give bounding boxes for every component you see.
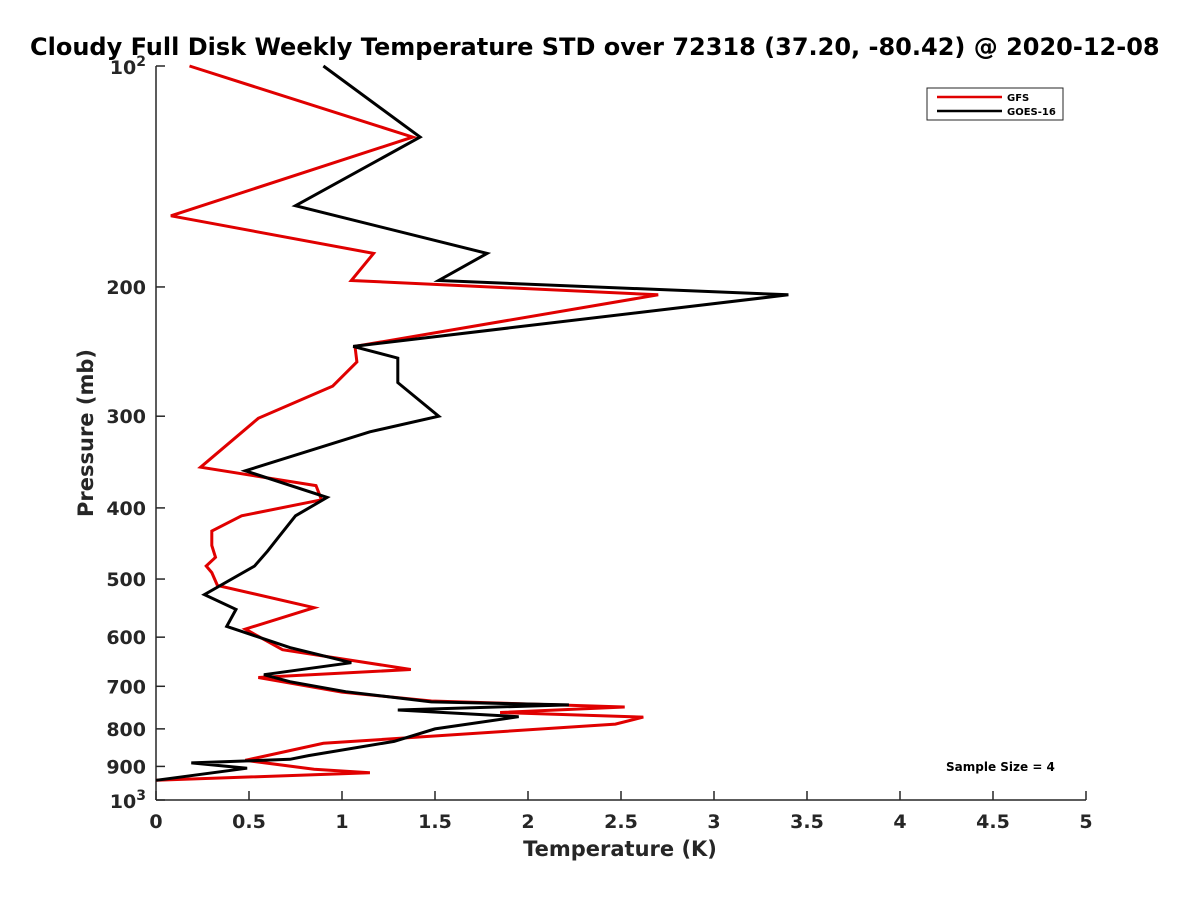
y-tick-label: 200 (106, 277, 146, 299)
data-series (155, 64, 789, 782)
series-line-goes16 (155, 64, 789, 782)
legend-label-gfs: GFS (1007, 93, 1029, 104)
legend-label-goes16: GOES-16 (1007, 107, 1056, 118)
legend: GFS GOES-16 (926, 87, 1064, 121)
x-tick-label: 4.5 (976, 811, 1010, 833)
sample-size-annotation: Sample Size = 4 (946, 760, 1055, 774)
x-tick-label: 5 (1079, 811, 1092, 833)
x-tick-label: 3.5 (790, 811, 824, 833)
x-axis-ticks: 0 0.5 1 1.5 2 2.5 3 3.5 4 4.5 5 (149, 791, 1093, 833)
x-tick-label: 2.5 (604, 811, 638, 833)
series-line-gfs (155, 64, 659, 782)
y-tick-label: 400 (106, 498, 146, 520)
y-tick-label: 500 (106, 569, 146, 591)
legend-box (926, 87, 1064, 121)
x-tick-label: 4 (893, 811, 906, 833)
y-tick-label: 300 (106, 406, 146, 428)
x-tick-label: 2 (521, 811, 534, 833)
x-tick-label: 0 (149, 811, 162, 833)
y-axis-label: Pressure (mb) (74, 349, 98, 517)
x-tick-label: 0.5 (232, 811, 266, 833)
y-tick-label: 800 (106, 719, 146, 741)
x-tick-label: 3 (707, 811, 720, 833)
y-axis-ticks: 200 300 400 500 600 700 800 900 102 103 (106, 54, 165, 813)
chart-title: Cloudy Full Disk Weekly Temperature STD … (30, 33, 1160, 61)
y-tick-label: 600 (106, 627, 146, 649)
x-tick-label: 1.5 (418, 811, 452, 833)
y-decade-tick-label: 103 (110, 788, 146, 813)
y-decade-tick-label: 102 (110, 54, 146, 79)
x-tick-label: 1 (335, 811, 348, 833)
y-tick-label: 700 (106, 676, 146, 698)
y-tick-label: 900 (106, 756, 146, 778)
x-axis-label: Temperature (K) (523, 837, 717, 861)
